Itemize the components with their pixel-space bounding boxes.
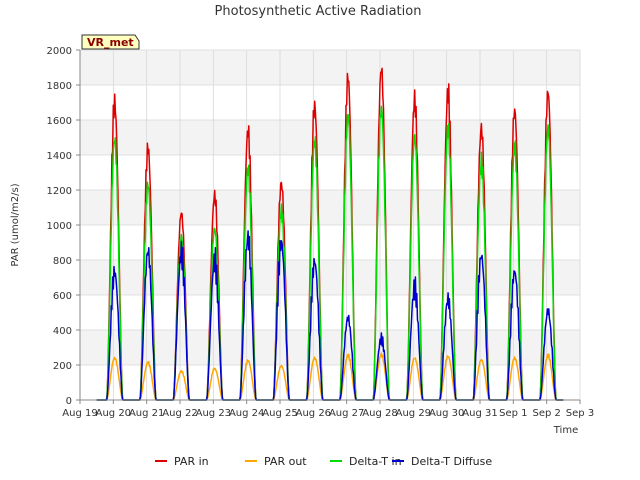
y-tick-label: 1800 bbox=[47, 81, 72, 92]
x-tick-label: Sep 1 bbox=[499, 408, 527, 419]
y-tick-label: 800 bbox=[53, 256, 72, 267]
x-tick-label: Aug 20 bbox=[96, 408, 131, 419]
x-tick-label: Aug 26 bbox=[296, 408, 331, 419]
x-tick-label: Aug 22 bbox=[162, 408, 197, 419]
legend: PAR in PAR out Delta-T in Delta-T Diffuse bbox=[155, 455, 492, 468]
grid-band bbox=[80, 120, 580, 155]
y-tick-label: 1600 bbox=[47, 116, 72, 127]
x-tick-label: Aug 24 bbox=[229, 408, 264, 419]
y-tick-label: 1400 bbox=[47, 151, 72, 162]
x-tick-label: Aug 19 bbox=[62, 408, 97, 419]
axes: 0 200 400 600 800 1000 1200 1400 1600 1800 2000 Aug… bbox=[47, 46, 595, 419]
y-tick-label: 400 bbox=[53, 326, 72, 337]
legend-label: Delta-T in bbox=[349, 455, 402, 468]
legend-label: PAR out bbox=[264, 455, 307, 468]
x-tick-label: Aug 23 bbox=[196, 408, 231, 419]
badge-box bbox=[81, 34, 140, 50]
legend-label: PAR in bbox=[174, 455, 209, 468]
x-tick-label: Aug 31 bbox=[462, 408, 497, 419]
grid-band bbox=[80, 50, 580, 85]
y-tick-label: 2000 bbox=[47, 46, 72, 57]
x-tick-label: Aug 28 bbox=[362, 408, 397, 419]
x-tick-label: Sep 3 bbox=[566, 408, 594, 419]
badge-label: VR_met bbox=[87, 36, 134, 49]
badge: VR_met bbox=[81, 34, 140, 50]
y-tick-label: 200 bbox=[53, 361, 72, 372]
grid-band bbox=[80, 260, 580, 295]
x-axis-label: Time bbox=[553, 425, 578, 436]
y-tick-label: 1000 bbox=[47, 221, 72, 232]
x-tick-label: Aug 27 bbox=[329, 408, 364, 419]
x-tick-label: Aug 25 bbox=[262, 408, 297, 419]
y-tick-label: 600 bbox=[53, 291, 72, 302]
x-tick-label: Aug 21 bbox=[129, 408, 164, 419]
grid-band bbox=[80, 190, 580, 225]
x-tick-label: Aug 29 bbox=[396, 408, 431, 419]
y-tick-label: 0 bbox=[66, 396, 72, 407]
chart-title: Photosynthetic Active Radiation bbox=[215, 4, 422, 19]
legend-label: Delta-T Diffuse bbox=[411, 455, 492, 468]
y-axis-label: PAR (umol/m2/s) bbox=[10, 183, 21, 266]
y-tick-label: 1200 bbox=[47, 186, 72, 197]
x-tick-label: Sep 2 bbox=[532, 408, 560, 419]
x-tick-label: Aug 30 bbox=[429, 408, 464, 419]
grid-band bbox=[80, 330, 580, 365]
